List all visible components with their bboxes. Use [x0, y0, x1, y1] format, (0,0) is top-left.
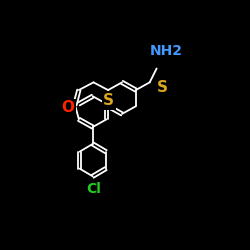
Text: S: S [157, 80, 168, 95]
Text: NH2: NH2 [150, 44, 183, 58]
Text: O: O [62, 100, 74, 115]
Text: S: S [104, 93, 115, 108]
Text: Cl: Cl [86, 182, 101, 196]
